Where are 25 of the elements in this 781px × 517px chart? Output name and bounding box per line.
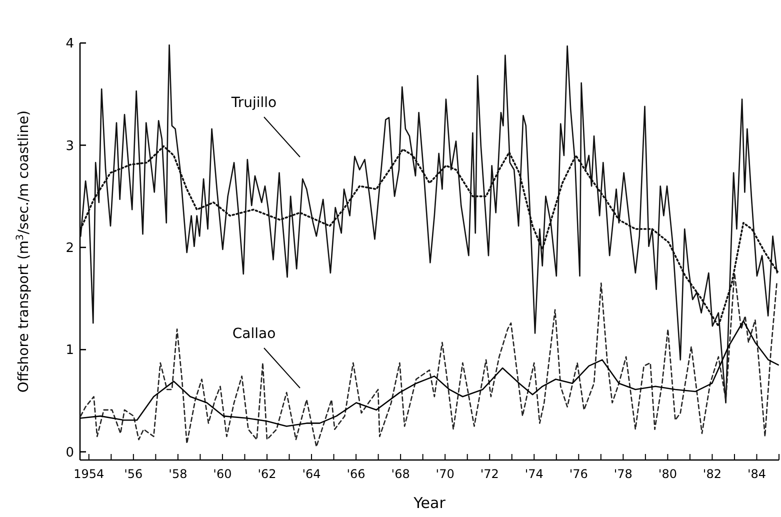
x-tick-label: '84 [747,467,766,481]
x-tick-label: '62 [258,467,276,481]
x-axis-title: Year [412,494,446,512]
x-tick-label: '82 [702,467,722,481]
x-tick-label: '68 [391,467,410,481]
y-tick-label: 2 [66,240,74,256]
x-tick-label: '76 [569,467,588,481]
x-tick-label: '64 [302,467,321,481]
annotation: Callao [232,326,276,342]
x-tick-label: '72 [480,467,499,481]
line-series [80,272,778,448]
x-tick-label: '56 [124,467,143,481]
x-tick-label: 1954 [74,467,104,481]
x-tick-label: '74 [524,467,544,481]
annotation: Trujillo [230,95,277,111]
y-tick-label: 0 [66,445,74,460]
x-tick-label: '78 [614,467,632,481]
y-tick-label: 1 [66,343,74,358]
y-tick-label: 3 [66,138,74,154]
x-tick-label: '66 [346,467,366,481]
y-tick-label: 4 [66,36,74,52]
x-tick-label: '70 [436,467,454,481]
x-tick-label: '80 [658,467,677,481]
x-tick-label: '60 [213,467,232,481]
x-tick-label: '58 [168,467,188,481]
